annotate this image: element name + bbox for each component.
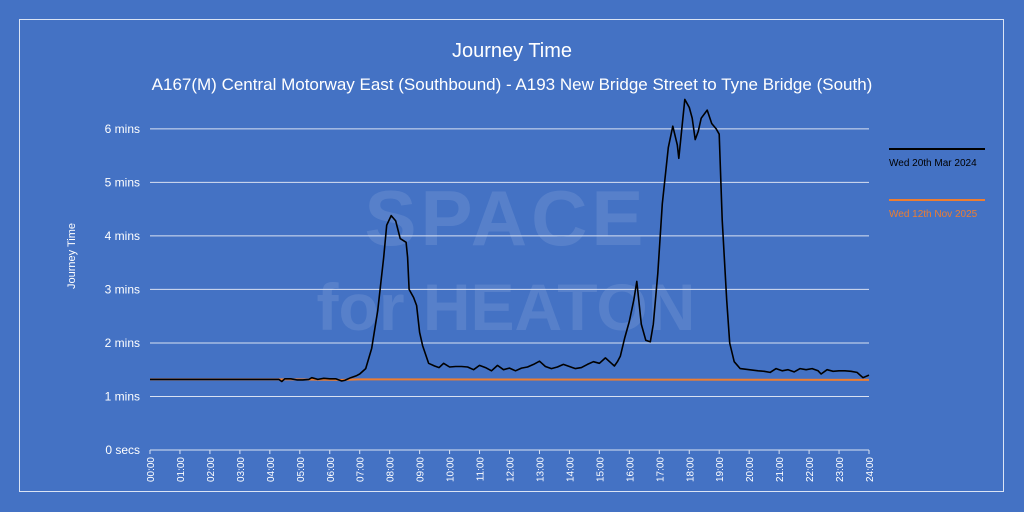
- x-tick-label: 08:00: [386, 457, 397, 482]
- x-tick-labels: 00:00 01:00 02:00 03:00 04:00 05:00 06:00 07:00…: [146, 450, 876, 482]
- chart-frame: [19, 19, 1004, 492]
- x-tick-label: 22:00: [805, 457, 816, 482]
- watermark-line-1: SPACE: [365, 174, 648, 262]
- legend-swatch-1: [889, 148, 985, 150]
- x-tick-label: 14:00: [565, 457, 576, 482]
- x-tick-label: 17:00: [655, 457, 666, 482]
- series-layer: [150, 98, 870, 383]
- chart-subtitle: A167(M) Central Motorway East (Southboun…: [151, 75, 873, 94]
- legend-swatch-2: [889, 199, 985, 201]
- x-tick-label: 15:00: [595, 457, 606, 482]
- y-tick-label: 6 mins: [105, 122, 140, 136]
- x-tick-label: 20:00: [745, 457, 756, 482]
- y-tick-label: 1 mins: [105, 389, 140, 403]
- x-tick-label: 02:00: [206, 457, 217, 482]
- x-tick-label: 12:00: [506, 457, 517, 482]
- x-tick-label: 21:00: [775, 457, 786, 482]
- series-line-1: [150, 98, 870, 383]
- y-tick-label: 5 mins: [105, 175, 140, 189]
- x-tick-label: 19:00: [715, 457, 726, 482]
- x-tick-label: 00:00: [146, 457, 157, 482]
- x-tick-label: 03:00: [236, 457, 247, 482]
- legend-label-1: Wed 20th Mar 2024: [889, 158, 977, 169]
- x-tick-label: 23:00: [835, 457, 846, 482]
- x-tick-label: 05:00: [296, 457, 307, 482]
- legend-label-2: Wed 12th Nov 2025: [889, 209, 978, 220]
- y-tick-label: 4 mins: [105, 229, 140, 243]
- y-tick-label: 0 secs: [105, 443, 140, 457]
- x-tick-label: 24:00: [865, 457, 876, 482]
- x-tick-label: 13:00: [535, 457, 546, 482]
- x-tick-label: 06:00: [326, 457, 337, 482]
- x-tick-label: 16:00: [625, 457, 636, 482]
- y-tick-label: 3 mins: [105, 282, 140, 296]
- x-tick-label: 11:00: [476, 457, 487, 482]
- x-tick-label: 09:00: [416, 457, 427, 482]
- legend-entry-2: Wed 12th Nov 2025: [889, 199, 1004, 220]
- y-tick-label: 2 mins: [105, 336, 140, 350]
- x-tick-label: 01:00: [176, 457, 187, 482]
- x-tick-label: 07:00: [356, 457, 367, 482]
- x-tick-label: 04:00: [266, 457, 277, 482]
- chart-title: Journey Time: [451, 40, 573, 62]
- legend-entry-1: Wed 20th Mar 2024: [889, 148, 1004, 169]
- x-tick-label: 10:00: [446, 457, 457, 482]
- x-tick-label: 18:00: [685, 457, 696, 482]
- watermark: SPACE for HEATON: [317, 174, 696, 344]
- y-tick-labels: 0 secs 1 mins 2 mins 3 mins 4 mins 5 mins 6 mi…: [105, 122, 140, 457]
